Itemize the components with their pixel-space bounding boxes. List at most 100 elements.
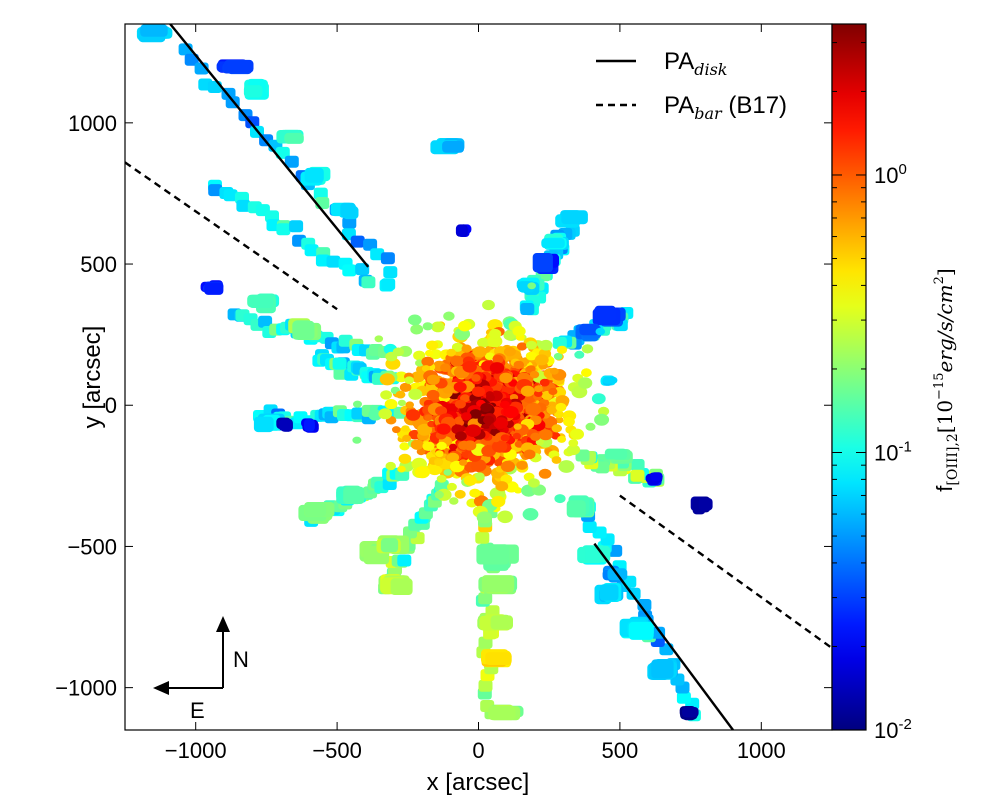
position-angle-lines	[125, 24, 832, 730]
data-point	[425, 349, 434, 357]
data-point	[431, 321, 445, 333]
data-point	[485, 605, 500, 618]
data-point	[380, 390, 392, 400]
data-point	[469, 488, 481, 498]
data-point	[304, 419, 315, 432]
data-point	[374, 335, 384, 343]
data-point	[465, 424, 482, 438]
data-point	[408, 314, 422, 326]
data-point	[482, 299, 495, 311]
data-point	[446, 348, 457, 357]
data-point	[355, 263, 370, 276]
data-point	[402, 434, 412, 442]
data-point	[499, 400, 510, 409]
data-point	[401, 425, 410, 432]
x-tick-label: −500	[312, 738, 362, 763]
data-point	[513, 360, 525, 370]
data-point	[538, 429, 553, 441]
colorbar-gradient	[832, 24, 866, 730]
data-point	[534, 390, 543, 397]
data-point	[520, 385, 535, 397]
data-point	[340, 202, 356, 218]
data-point	[413, 350, 426, 361]
data-point	[566, 500, 586, 518]
data-point	[492, 435, 500, 443]
data-point	[410, 439, 424, 450]
data-point	[563, 417, 575, 427]
data-point	[574, 350, 585, 359]
data-point	[474, 472, 485, 481]
data-point	[350, 235, 365, 248]
data-point	[454, 489, 466, 499]
data-point	[599, 584, 619, 601]
data-point	[513, 423, 522, 430]
data-point	[471, 386, 486, 397]
data-point	[399, 442, 410, 451]
data-point	[427, 420, 436, 428]
data-point	[435, 406, 448, 416]
data-point	[456, 225, 467, 236]
data-point	[442, 385, 454, 394]
data-point	[208, 184, 223, 197]
data-point	[594, 413, 610, 426]
data-point	[352, 436, 362, 444]
data-point	[444, 403, 458, 415]
data-point	[258, 315, 273, 328]
data-point	[557, 435, 567, 443]
data-point	[500, 434, 510, 442]
data-point	[475, 531, 490, 544]
y-axis-label: y [arcsec]	[79, 326, 106, 429]
data-point	[304, 167, 324, 183]
data-point	[422, 322, 433, 331]
colorbar-tick-label: 10-1	[874, 438, 912, 465]
data-point	[184, 53, 199, 66]
colorbar-label: f[OIII],2[10−15erg/s/cm2]	[932, 268, 961, 491]
data-point	[493, 417, 509, 429]
data-point	[551, 424, 562, 433]
colorbar-frame	[831, 23, 867, 731]
data-point	[566, 444, 581, 456]
data-point	[476, 511, 493, 524]
data-point	[461, 344, 472, 353]
data-point	[570, 428, 584, 440]
data-point	[521, 484, 537, 497]
data-point	[333, 367, 348, 380]
data-point	[682, 707, 699, 718]
compass: N E	[153, 616, 249, 723]
data-point	[527, 282, 536, 290]
data-point	[628, 622, 654, 640]
data-point	[478, 592, 493, 605]
data-point	[342, 216, 357, 229]
data-point	[530, 432, 541, 441]
data-point	[451, 342, 464, 352]
data-point	[535, 438, 544, 446]
x-tick-label: 0	[472, 738, 484, 763]
data-point	[577, 377, 593, 389]
data-point	[512, 432, 521, 440]
data-point	[585, 422, 596, 431]
compass-east-arrow-icon	[153, 681, 169, 695]
data-point	[532, 253, 553, 273]
data-point	[499, 372, 513, 384]
data-point	[630, 469, 645, 482]
data-point	[405, 409, 421, 421]
data-point	[485, 652, 512, 665]
data-point	[442, 141, 465, 153]
colorbar-tick-label: 10-2	[874, 716, 912, 743]
data-point	[529, 370, 540, 379]
data-point	[480, 402, 493, 413]
data-point	[458, 440, 470, 450]
data-point	[397, 399, 406, 407]
data-point	[370, 248, 385, 261]
data-point	[503, 346, 516, 357]
data-point	[426, 389, 440, 401]
data-point	[538, 468, 552, 479]
data-point	[463, 475, 477, 486]
data-point	[495, 481, 509, 492]
data-point	[481, 575, 515, 593]
data-point	[602, 376, 618, 384]
compass-east-label: E	[190, 698, 205, 723]
data-point	[503, 406, 519, 419]
data-point	[426, 374, 440, 385]
